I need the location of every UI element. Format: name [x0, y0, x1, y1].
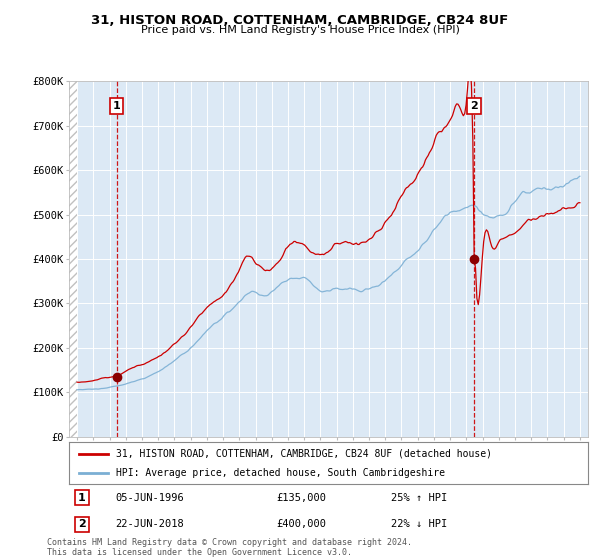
- Text: Contains HM Land Registry data © Crown copyright and database right 2024.
This d: Contains HM Land Registry data © Crown c…: [47, 538, 412, 557]
- Text: 1: 1: [113, 101, 121, 111]
- Text: £400,000: £400,000: [277, 519, 326, 529]
- Text: £135,000: £135,000: [277, 493, 326, 503]
- Text: 22% ↓ HPI: 22% ↓ HPI: [391, 519, 447, 529]
- Text: 2: 2: [470, 101, 478, 111]
- Text: 31, HISTON ROAD, COTTENHAM, CAMBRIDGE, CB24 8UF: 31, HISTON ROAD, COTTENHAM, CAMBRIDGE, C…: [91, 14, 509, 27]
- Bar: [69, 81, 77, 437]
- Text: HPI: Average price, detached house, South Cambridgeshire: HPI: Average price, detached house, Sout…: [116, 468, 445, 478]
- Text: 22-JUN-2018: 22-JUN-2018: [116, 519, 184, 529]
- Text: 31, HISTON ROAD, COTTENHAM, CAMBRIDGE, CB24 8UF (detached house): 31, HISTON ROAD, COTTENHAM, CAMBRIDGE, C…: [116, 449, 492, 459]
- Text: 25% ↑ HPI: 25% ↑ HPI: [391, 493, 447, 503]
- Text: Price paid vs. HM Land Registry's House Price Index (HPI): Price paid vs. HM Land Registry's House …: [140, 25, 460, 35]
- Text: 2: 2: [78, 519, 86, 529]
- Text: 05-JUN-1996: 05-JUN-1996: [116, 493, 184, 503]
- Text: 1: 1: [78, 493, 86, 503]
